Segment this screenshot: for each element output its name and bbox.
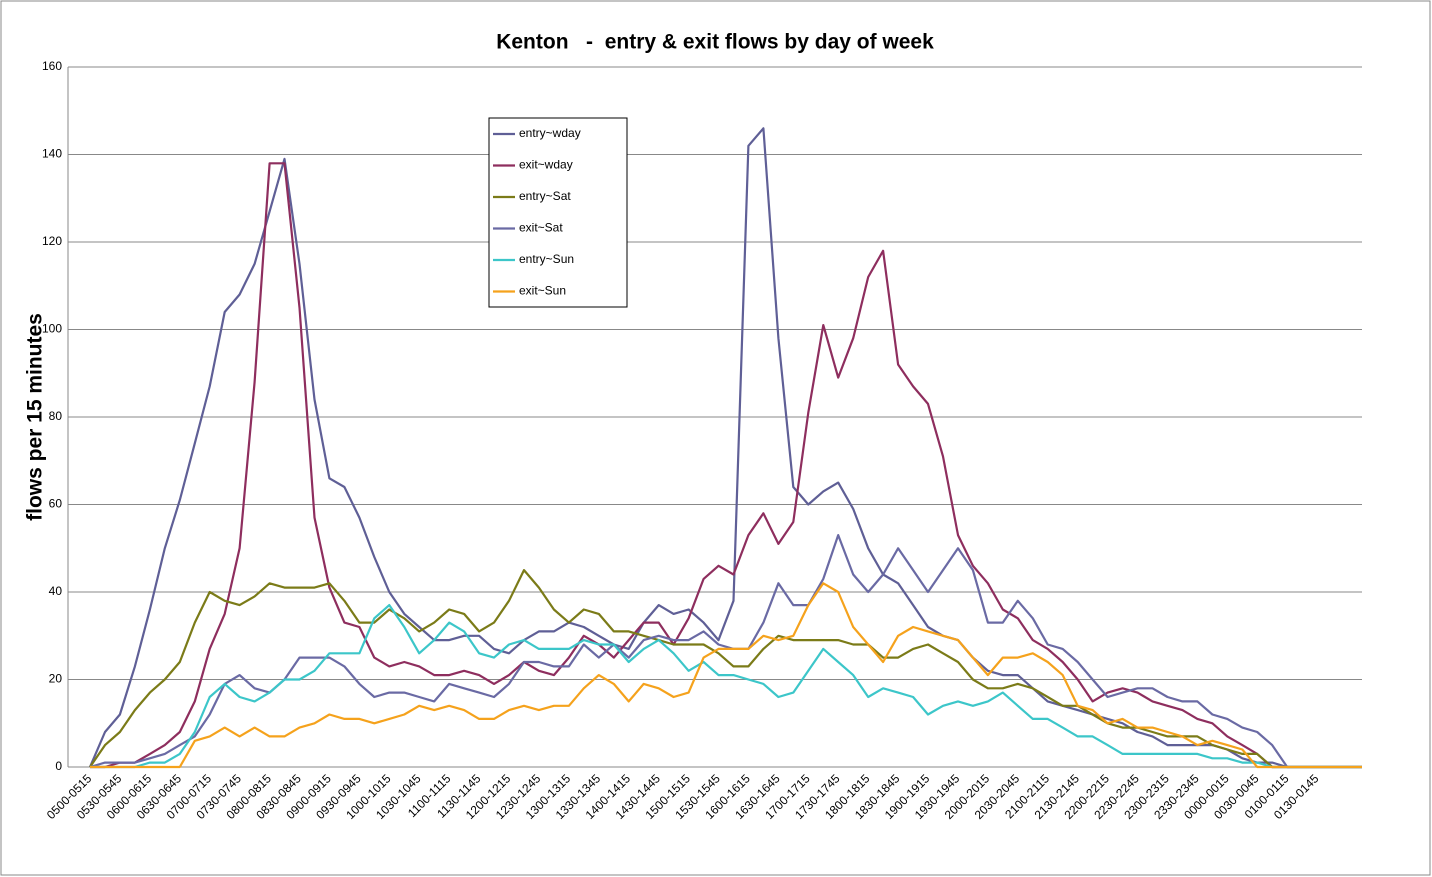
y-tick-label: 80 <box>49 409 63 423</box>
legend-label: exit~Sat <box>519 221 563 235</box>
legend-label: entry~wday <box>519 126 581 140</box>
y-tick-label: 40 <box>49 584 63 598</box>
legend-label: entry~Sun <box>519 252 574 266</box>
series-line <box>90 582 1362 769</box>
chart-title: Kenton - entry & exit flows by day of we… <box>496 31 934 54</box>
series-line <box>90 162 1362 769</box>
series-line <box>88 127 1362 769</box>
y-tick-label: 0 <box>55 759 62 773</box>
y-tick-label: 160 <box>42 59 62 73</box>
y-axis-label: flows per 15 minutes <box>24 313 47 521</box>
legend-label: exit~Sun <box>519 284 566 298</box>
series-line <box>89 569 1362 769</box>
y-tick-label: 60 <box>49 497 63 511</box>
y-tick-label: 20 <box>49 672 63 686</box>
y-tick-label: 140 <box>42 147 62 161</box>
legend-box <box>488 117 628 308</box>
legend-label: exit~wday <box>519 158 573 172</box>
series-line <box>89 534 1362 769</box>
legend-label: entry~Sat <box>519 189 571 203</box>
y-tick-label: 100 <box>42 322 62 336</box>
y-tick-label: 120 <box>42 234 62 248</box>
series-line <box>90 604 1362 769</box>
